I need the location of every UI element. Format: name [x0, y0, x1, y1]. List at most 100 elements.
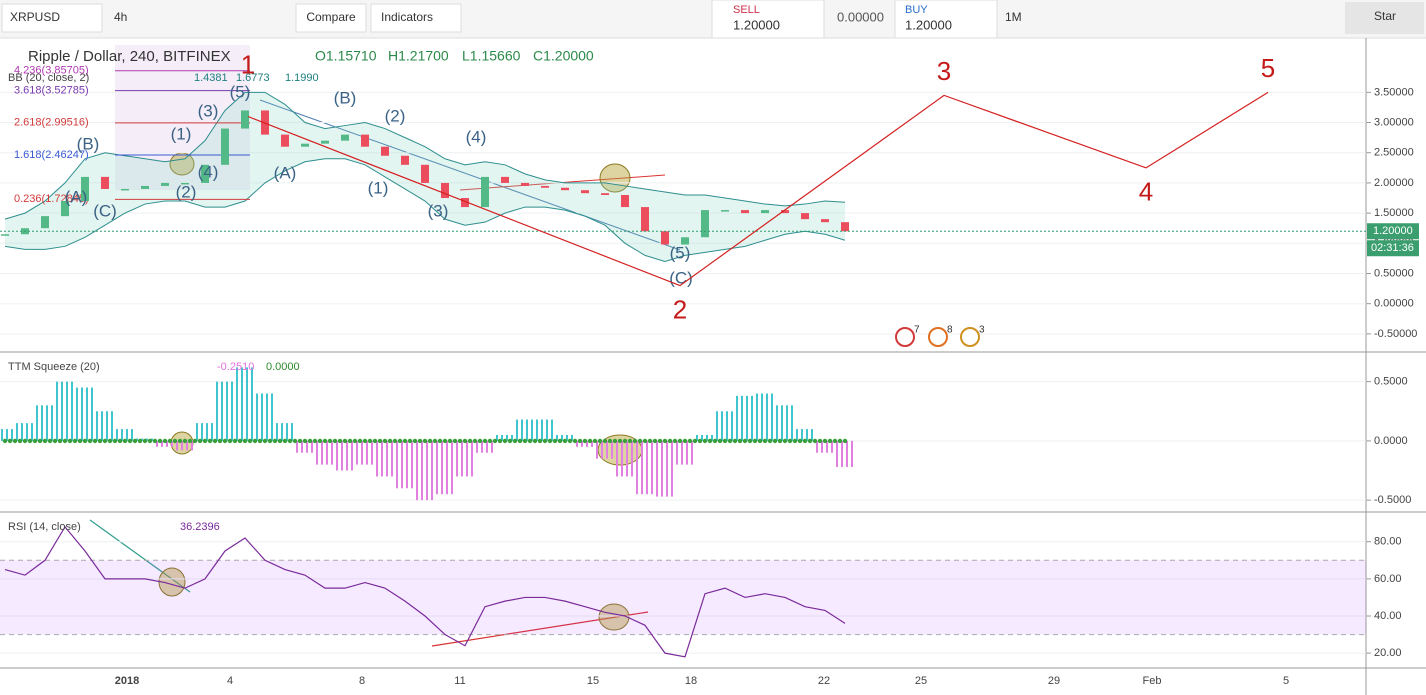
candle — [141, 185, 149, 189]
badge-count[interactable]: 3 — [979, 325, 985, 336]
price-tag-text: 1.20000 — [1373, 225, 1413, 237]
event-badge[interactable] — [928, 327, 948, 347]
squeeze-dot — [87, 438, 93, 444]
squeeze-dot — [447, 438, 453, 444]
squeeze-dot — [182, 438, 188, 444]
candle — [41, 216, 49, 229]
squeeze-dot — [77, 438, 83, 444]
squeeze-dot — [52, 438, 58, 444]
squeeze-dot — [257, 438, 263, 444]
sell-box[interactable] — [711, 0, 825, 39]
fib-label: 4.236(3.85705) — [14, 65, 89, 77]
ohlc: H1.21700 — [388, 48, 449, 64]
squeeze-dot — [807, 438, 813, 444]
squeeze-dot — [502, 438, 508, 444]
candle — [221, 128, 229, 165]
interval[interactable]: 4h — [114, 10, 127, 24]
squeeze-dot — [782, 438, 788, 444]
squeeze-dot — [162, 438, 168, 444]
compare[interactable]: Compare — [306, 10, 356, 24]
buy-label[interactable]: BUY — [905, 4, 928, 16]
squeeze-dot — [697, 438, 703, 444]
sell-price[interactable]: 1.20000 — [733, 17, 780, 32]
indicators[interactable]: Indicators — [381, 10, 433, 24]
squeeze-dot — [187, 438, 193, 444]
x-tick-label: Feb — [1143, 675, 1162, 687]
squeeze-dot — [362, 438, 368, 444]
squeeze-dot — [217, 438, 223, 444]
squeeze-dot — [487, 438, 493, 444]
y-tick-label: -0.50000 — [1374, 328, 1417, 340]
squeeze-dot — [407, 438, 413, 444]
squeeze-dot — [737, 438, 743, 444]
candle — [341, 134, 349, 141]
squeeze-dot — [747, 438, 753, 444]
squeeze-dot — [62, 438, 68, 444]
compare-button[interactable] — [295, 3, 367, 33]
candle — [721, 210, 729, 212]
squeeze-dot — [377, 438, 383, 444]
symbol-box[interactable] — [1, 3, 103, 33]
squeeze-dot — [437, 438, 443, 444]
squeeze-dot — [132, 438, 138, 444]
squeeze-dot — [732, 438, 738, 444]
candle — [421, 164, 429, 183]
badge-count[interactable]: 7 — [914, 325, 920, 336]
wave-label: (3) — [198, 101, 219, 120]
event-badge[interactable] — [895, 327, 915, 347]
x-tick-label: 25 — [915, 675, 927, 687]
squeeze-dot — [397, 438, 403, 444]
wave-label: (A) — [65, 187, 88, 206]
event-badge[interactable] — [960, 327, 980, 347]
y-tick-label: 2.50000 — [1374, 147, 1414, 159]
squeeze-dot — [167, 438, 173, 444]
badge-count[interactable]: 8 — [947, 325, 953, 336]
squeeze-dot — [147, 438, 153, 444]
y-tick-label: 60.00 — [1374, 573, 1402, 585]
squeeze-dot — [532, 438, 538, 444]
wave-label: (B) — [334, 88, 357, 107]
squeeze-dot — [17, 438, 23, 444]
buy-box[interactable] — [894, 0, 998, 39]
sell-label[interactable]: SELL — [733, 4, 760, 16]
squeeze-dot — [822, 438, 828, 444]
star-button[interactable] — [1345, 2, 1424, 34]
squeeze-dot — [137, 438, 143, 444]
squeeze-dot — [637, 438, 643, 444]
squeeze-dot — [237, 438, 243, 444]
candle — [601, 193, 609, 195]
squeeze-dot — [647, 438, 653, 444]
squeeze-dot — [477, 438, 483, 444]
squeeze-dot — [702, 438, 708, 444]
squeeze-dot — [587, 438, 593, 444]
squeeze-dot — [417, 438, 423, 444]
squeeze-dot — [497, 438, 503, 444]
squeeze-dot — [177, 438, 183, 444]
squeeze-dot — [652, 438, 658, 444]
rsi-band — [0, 560, 1366, 635]
candle — [301, 143, 309, 147]
squeeze-dot — [717, 438, 723, 444]
wave-label: (5) — [670, 243, 691, 262]
squeeze-dot — [687, 438, 693, 444]
squeeze-dot — [607, 438, 613, 444]
squeeze-dot — [722, 438, 728, 444]
range[interactable]: 1M — [1005, 10, 1022, 24]
squeeze-dot — [772, 438, 778, 444]
squeeze-dot — [372, 438, 378, 444]
y-tick-label: 0.5000 — [1374, 376, 1408, 388]
indicators-button[interactable] — [370, 3, 462, 33]
squeeze-dot — [432, 438, 438, 444]
candle — [681, 237, 689, 245]
squeeze-dot — [612, 438, 618, 444]
squeeze-dot — [552, 438, 558, 444]
buy-price[interactable]: 1.20000 — [905, 17, 952, 32]
bb-value: 1.1990 — [285, 72, 319, 84]
countdown-tag — [1367, 240, 1419, 257]
star[interactable]: Star — [1374, 9, 1396, 23]
candle — [381, 146, 389, 156]
squeeze-dot — [762, 438, 768, 444]
symbol[interactable]: XRPUSD — [10, 10, 60, 24]
squeeze-dot — [812, 438, 818, 444]
elliott-label: 3 — [937, 56, 951, 86]
